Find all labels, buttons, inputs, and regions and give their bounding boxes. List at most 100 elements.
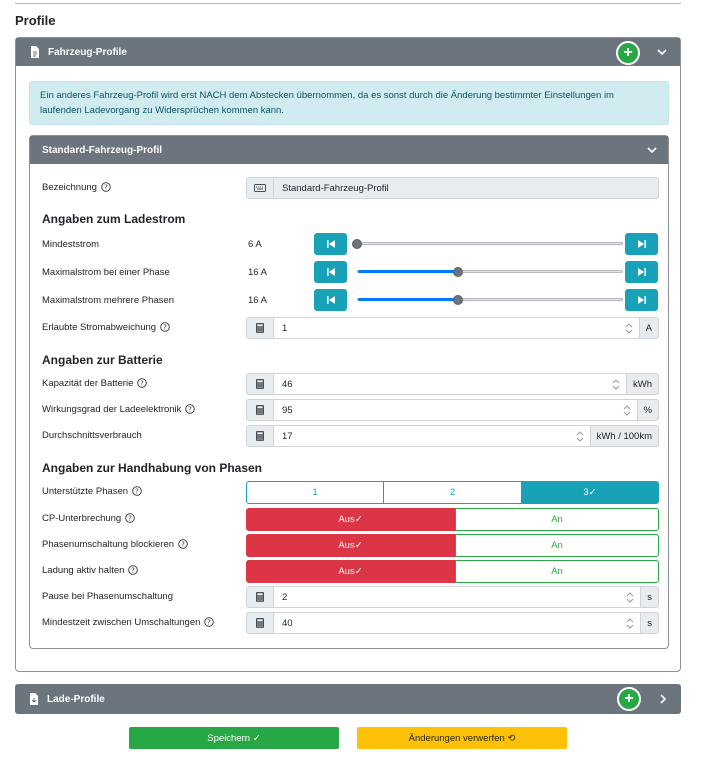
save-button[interactable]: Speichern ✓ bbox=[129, 727, 339, 749]
spinner-icon[interactable] bbox=[626, 618, 634, 629]
phase-option-3[interactable]: 3✓ bbox=[522, 481, 659, 504]
pause-switch-field[interactable]: 2 bbox=[274, 586, 642, 608]
phase-option-2[interactable]: 2 bbox=[384, 481, 522, 504]
vehicle-profiles-card: Fahrzeug-Profile + Ein anderes Fahrzeug-… bbox=[15, 37, 681, 672]
max-current-one-slider-thumb[interactable] bbox=[453, 267, 463, 277]
calculator-icon bbox=[246, 373, 274, 395]
help-icon[interactable]: ? bbox=[204, 617, 215, 627]
phase-switch-block-toggle: Aus✓ An bbox=[246, 534, 659, 557]
svg-text:?: ? bbox=[181, 541, 185, 549]
cp-interrupt-label: CP-Unterbrechung ? bbox=[42, 508, 135, 528]
help-icon[interactable]: ? bbox=[125, 513, 135, 523]
min-current-value: 6 A bbox=[248, 238, 262, 250]
min-current-slider-thumb[interactable] bbox=[352, 239, 362, 249]
max-current-multi-increase-button[interactable] bbox=[625, 289, 658, 311]
capacity-field[interactable]: 46 bbox=[274, 373, 627, 395]
top-divider bbox=[15, 3, 681, 4]
min-current-increase-button[interactable] bbox=[625, 233, 658, 255]
standard-profile-title: Standard-Fahrzeug-Profil bbox=[42, 144, 163, 156]
keyboard-icon bbox=[246, 177, 274, 199]
svg-text:?: ? bbox=[104, 184, 108, 192]
spinner-icon[interactable] bbox=[623, 405, 631, 416]
phases-selector: 1 2 3✓ bbox=[246, 481, 659, 504]
phase-option-1[interactable]: 1 bbox=[246, 481, 384, 504]
efficiency-input-group: 95 % bbox=[246, 399, 659, 421]
help-icon[interactable]: ? bbox=[160, 322, 170, 332]
phase-section-title: Angaben zur Handhabung von Phasen bbox=[42, 461, 263, 475]
charge-profiles-header[interactable]: Lade-Profile + bbox=[15, 684, 681, 714]
spinner-icon[interactable] bbox=[612, 379, 620, 390]
help-icon[interactable]: ? bbox=[128, 565, 139, 575]
help-icon[interactable]: ? bbox=[101, 182, 111, 192]
pause-switch-label: Pause bei Phasenumschaltung bbox=[42, 590, 173, 602]
efficiency-label: Wirkungsgrad der Ladeelektronik ? bbox=[42, 399, 196, 419]
capacity-label: Kapazität der Batterie ? bbox=[42, 373, 148, 393]
keep-charging-on-button[interactable]: An bbox=[455, 560, 659, 583]
add-vehicle-profile-button[interactable]: + bbox=[616, 41, 640, 65]
max-current-one-label: Maximalstrom bei einer Phase bbox=[42, 266, 170, 278]
cp-interrupt-off-button[interactable]: Aus✓ bbox=[246, 508, 455, 531]
chevron-right-icon[interactable] bbox=[657, 693, 669, 705]
min-time-switch-unit: s bbox=[641, 612, 659, 634]
add-charge-profile-button[interactable]: + bbox=[617, 687, 641, 711]
phase-switch-block-on-button[interactable]: An bbox=[455, 534, 659, 557]
max-current-multi-slider[interactable] bbox=[357, 298, 623, 301]
max-current-multi-value: 16 A bbox=[248, 294, 268, 306]
min-current-decrease-button[interactable] bbox=[314, 233, 347, 255]
help-icon[interactable]: ? bbox=[132, 486, 142, 496]
cp-interrupt-toggle: Aus✓ An bbox=[246, 508, 659, 531]
max-current-multi-slider-thumb[interactable] bbox=[453, 295, 463, 305]
phase-switch-block-off-button[interactable]: Aus✓ bbox=[246, 534, 455, 557]
efficiency-field[interactable]: 95 bbox=[274, 399, 638, 421]
name-field[interactable]: Standard-Fahrzeug-Profil bbox=[274, 177, 659, 199]
keep-charging-toggle: Aus✓ An bbox=[246, 560, 659, 583]
calculator-icon bbox=[246, 425, 274, 447]
battery-section-title: Angaben zur Batterie bbox=[42, 353, 163, 367]
keep-charging-off-button[interactable]: Aus✓ bbox=[246, 560, 455, 583]
max-current-multi-label: Maximalstrom mehrere Phasen bbox=[42, 294, 174, 306]
chevron-down-icon[interactable] bbox=[656, 46, 668, 58]
spinner-icon[interactable] bbox=[625, 323, 633, 334]
min-time-switch-input-group: 40 s bbox=[246, 612, 659, 634]
vehicle-profiles-title: Fahrzeug-Profile bbox=[48, 46, 127, 58]
discard-changes-button[interactable]: Änderungen verwerfen ⟲ bbox=[357, 727, 567, 749]
max-current-one-slider[interactable] bbox=[357, 270, 623, 273]
standard-profile-header[interactable]: Standard-Fahrzeug-Profil bbox=[30, 136, 668, 164]
min-time-switch-label: Mindestzeit zwischen Umschaltungen ? bbox=[42, 612, 215, 632]
pause-switch-unit: s bbox=[641, 586, 659, 608]
spinner-icon[interactable] bbox=[626, 592, 634, 603]
capacity-input-group: 46 kWh bbox=[246, 373, 659, 395]
vehicle-profiles-header[interactable]: Fahrzeug-Profile + bbox=[16, 38, 680, 66]
keep-charging-label: Ladung aktiv halten ? bbox=[42, 560, 139, 580]
svg-text:?: ? bbox=[128, 515, 132, 523]
chevron-down-icon[interactable] bbox=[646, 144, 658, 156]
max-current-one-decrease-button[interactable] bbox=[314, 261, 347, 283]
pause-switch-input-group: 2 s bbox=[246, 586, 659, 608]
calculator-icon bbox=[246, 399, 274, 421]
document-icon bbox=[30, 46, 42, 58]
name-input-group: Standard-Fahrzeug-Profil bbox=[246, 177, 659, 199]
consumption-field[interactable]: 17 bbox=[274, 425, 591, 447]
deviation-field[interactable]: 1 bbox=[274, 317, 640, 339]
min-time-switch-field[interactable]: 40 bbox=[274, 612, 642, 634]
max-current-multi-decrease-button[interactable] bbox=[314, 289, 347, 311]
svg-text:?: ? bbox=[163, 324, 167, 332]
standard-profile-card: Standard-Fahrzeug-Profil Bezeichnung ? S… bbox=[29, 135, 669, 649]
max-current-one-increase-button[interactable] bbox=[625, 261, 658, 283]
spinner-icon[interactable] bbox=[576, 431, 584, 442]
svg-text:?: ? bbox=[135, 488, 139, 496]
calculator-icon bbox=[246, 317, 274, 339]
svg-text:?: ? bbox=[132, 567, 136, 575]
consumption-input-group: 17 kWh / 100km bbox=[246, 425, 659, 447]
help-icon[interactable]: ? bbox=[178, 539, 188, 549]
charge-profiles-card: Lade-Profile + bbox=[15, 684, 681, 714]
help-icon[interactable]: ? bbox=[185, 404, 196, 414]
help-icon[interactable]: ? bbox=[137, 378, 148, 388]
cp-interrupt-on-button[interactable]: An bbox=[455, 508, 659, 531]
svg-text:?: ? bbox=[208, 619, 212, 627]
consumption-unit: kWh / 100km bbox=[590, 425, 659, 447]
consumption-label: Durchschnittsverbrauch bbox=[42, 429, 142, 441]
max-current-one-value: 16 A bbox=[248, 266, 268, 278]
svg-text:?: ? bbox=[189, 406, 193, 414]
min-current-slider[interactable] bbox=[357, 242, 623, 245]
